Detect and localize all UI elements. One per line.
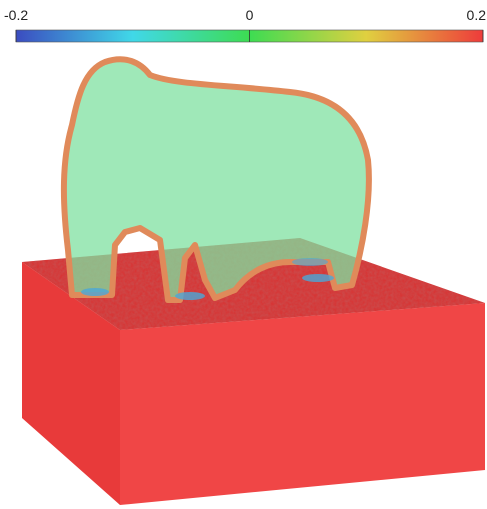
block-front-face <box>120 303 485 505</box>
foot-contact <box>292 258 328 266</box>
colorbar-tick-label: 0.2 <box>467 7 487 23</box>
colorbar-tick-label: 0 <box>246 7 254 23</box>
colorbar-tick-label: -0.2 <box>4 7 28 23</box>
foot-contact <box>302 274 334 282</box>
foot-contact <box>81 288 109 296</box>
foot-contact <box>175 292 205 300</box>
figure: -0.2 0 0.2 <box>0 0 487 509</box>
